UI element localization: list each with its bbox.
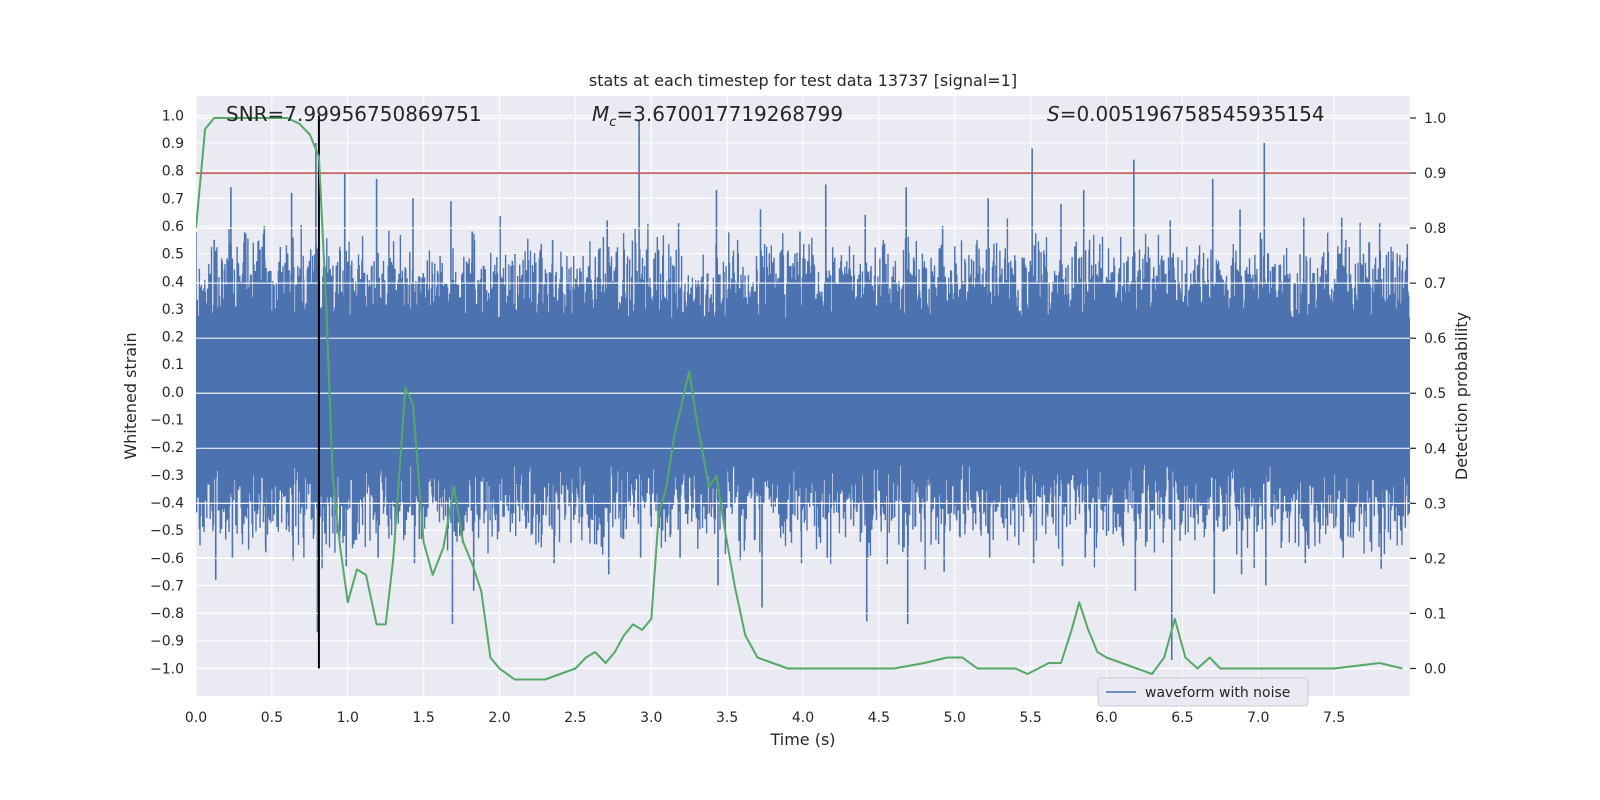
x-tick-label: 3.0 — [640, 710, 662, 726]
x-tick-label: 2.5 — [564, 710, 586, 726]
y-left-tick-label: 0.6 — [162, 219, 184, 235]
y-right-tick-label: 0.6 — [1424, 331, 1446, 347]
x-tick-label: 6.5 — [1171, 710, 1193, 726]
probability-series — [196, 117, 1403, 681]
y-left-tick-label: −0.8 — [150, 606, 184, 622]
y-left-tick-label: 0.7 — [162, 191, 184, 207]
y-left-tick-label: 0.2 — [162, 330, 184, 346]
x-axis-ticks: 0.0 0.5 1.0 1.5 2.0 2.5 3.0 3.5 4.0 4.5 5.0 5.5 6.0 6… — [185, 710, 1345, 726]
y-left-tick-label: −0.5 — [150, 523, 184, 539]
y-right-axis-label: Detection probability — [1452, 312, 1471, 480]
y-left-tick-label: 0.9 — [162, 136, 184, 152]
y-left-tick-label: −0.1 — [150, 413, 184, 429]
x-tick-label: 7.5 — [1323, 710, 1345, 726]
y-right-tick-label: 0.4 — [1424, 441, 1446, 457]
y-right-tick-label: 0.5 — [1424, 386, 1446, 402]
x-tick-label: 5.0 — [944, 710, 966, 726]
x-tick-label: 2.0 — [488, 710, 510, 726]
x-tick-label: 1.5 — [412, 710, 434, 726]
y-left-tick-label: −0.9 — [150, 634, 184, 650]
y-right-tick-label: 0.0 — [1424, 661, 1446, 677]
legend-box — [1097, 677, 1309, 707]
x-tick-label: 7.0 — [1247, 710, 1269, 726]
y-left-tick-label: −0.2 — [150, 440, 184, 456]
s-symbol: S — [1047, 102, 1060, 126]
y-right-tick-label: 0.8 — [1424, 221, 1446, 237]
y-left-tick-label: −1.0 — [150, 661, 184, 677]
y-left-tick-label: 0.5 — [162, 247, 184, 263]
chart-title: stats at each timestep for test data 137… — [589, 71, 1017, 90]
legend-label: waveform with noise — [1145, 685, 1290, 701]
y-right-tick-label: 0.7 — [1424, 276, 1446, 292]
chirp-mass-value: =3.670017719268799 — [616, 102, 843, 126]
y-left-tick-label: −0.3 — [150, 468, 184, 484]
legend: waveform with noise — [1097, 677, 1309, 707]
y-right-axis-ticks: 1.0 0.9 0.8 0.7 0.6 0.5 0.4 0.3 0.2 0.1 0.0 — [1410, 111, 1446, 677]
probability-line — [196, 117, 1403, 681]
y-left-tick-label: 0.8 — [162, 164, 184, 180]
s-value: =0.005196758545935154 — [1060, 102, 1325, 126]
y-left-tick-label: 0.0 — [162, 385, 184, 401]
x-tick-label: 4.0 — [792, 710, 814, 726]
chirp-mass-symbol: M — [592, 102, 609, 126]
y-left-tick-label: 0.4 — [162, 274, 184, 290]
y-right-tick-label: 1.0 — [1424, 111, 1446, 127]
y-right-tick-label: 0.9 — [1424, 166, 1446, 182]
chirp-mass-subscript: c — [609, 115, 616, 130]
x-tick-label: 0.5 — [261, 710, 283, 726]
y-left-tick-label: −0.4 — [150, 495, 184, 511]
waveform-core-band — [196, 331, 1410, 453]
y-left-axis-ticks: 1.0 0.9 0.8 0.7 0.6 0.5 0.4 0.3 0.2 0.1 0.0 −0.1 −0.… — [150, 108, 184, 677]
x-tick-label: 3.5 — [716, 710, 738, 726]
s-annotation: S=0.005196758545935154 — [1047, 102, 1325, 126]
y-left-tick-label: −0.7 — [150, 578, 184, 594]
y-right-tick-label: 0.3 — [1424, 496, 1446, 512]
waveform-series — [196, 117, 1410, 670]
snr-annotation: SNR=7.99956750869751 — [226, 102, 482, 126]
y-left-tick-label: 1.0 — [162, 108, 184, 124]
x-tick-label: 4.5 — [868, 710, 890, 726]
chirp-mass-annotation: Mc=3.670017719268799 — [592, 102, 843, 130]
y-left-tick-label: 0.1 — [162, 357, 184, 373]
x-tick-label: 0.0 — [185, 710, 207, 726]
y-left-axis-label: Whitened strain — [121, 332, 140, 459]
y-right-tick-label: 0.1 — [1424, 606, 1446, 622]
y-right-tick-label: 0.2 — [1424, 551, 1446, 567]
y-left-tick-label: −0.6 — [150, 551, 184, 567]
x-tick-label: 6.0 — [1095, 710, 1117, 726]
y-left-tick-label: 0.3 — [162, 302, 184, 318]
x-axis-label: Time (s) — [769, 730, 835, 749]
x-tick-label: 5.5 — [1019, 710, 1041, 726]
x-tick-label: 1.0 — [337, 710, 359, 726]
